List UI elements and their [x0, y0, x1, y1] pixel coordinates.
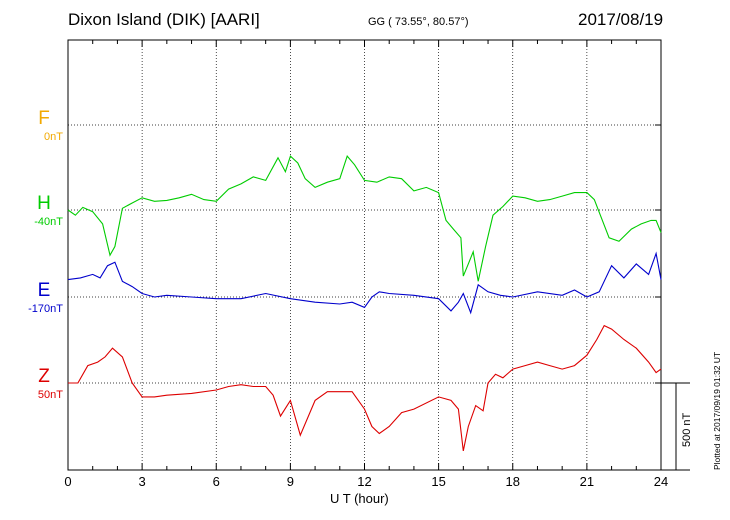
- x-tick-label: 15: [431, 474, 446, 489]
- scale-bar-label: 500 nT: [681, 412, 693, 447]
- geographic-coordinates: GG ( 73.55°, 80.57°): [368, 16, 469, 28]
- date-label: 2017/08/19: [578, 10, 664, 29]
- series-line-h: [67, 154, 662, 282]
- x-tick-label: 21: [579, 474, 595, 489]
- plot-frame: [67, 39, 662, 471]
- data-lines: [67, 154, 662, 452]
- x-axis-ticks: [67, 40, 662, 470]
- component-offset-e: -170nT: [28, 303, 63, 315]
- x-tick-label: 0: [64, 474, 72, 489]
- x-tick-label: 9: [286, 474, 294, 489]
- x-tick-label: 12: [357, 474, 372, 489]
- component-letter-e: E: [37, 280, 51, 301]
- component-letter-f: F: [38, 108, 50, 129]
- scale-bar: [661, 382, 690, 471]
- component-offset-h: -40nT: [34, 216, 63, 228]
- x-axis-label: U T (hour): [330, 491, 389, 506]
- x-tick-label: 3: [138, 474, 146, 489]
- station-title: Dixon Island (DIK) [AARI]: [68, 10, 260, 29]
- component-offset-f: 0nT: [44, 131, 63, 143]
- series-line-z: [68, 324, 662, 452]
- plotted-timestamp: Plotted at 2017/09/19 01:32 UT: [712, 351, 722, 470]
- grid-lines: [68, 40, 661, 470]
- x-tick-label: 24: [653, 474, 669, 489]
- x-tick-label: 6: [212, 474, 220, 489]
- component-offset-z: 50nT: [37, 389, 63, 401]
- x-tick-label: 18: [505, 474, 520, 489]
- series-line-e: [67, 251, 662, 315]
- component-letter-z: Z: [38, 366, 50, 387]
- component-letter-h: H: [37, 193, 51, 214]
